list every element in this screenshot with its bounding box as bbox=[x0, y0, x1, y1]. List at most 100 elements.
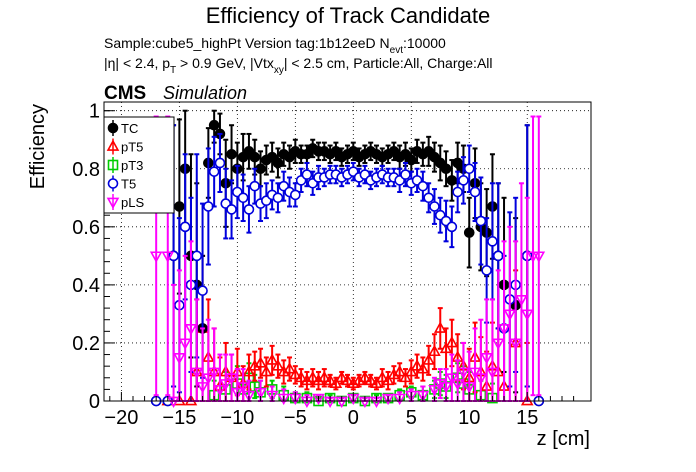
subtitle-line1-sub: evt bbox=[390, 45, 404, 56]
data-point bbox=[394, 167, 405, 193]
x-tick-label: −5 bbox=[284, 407, 307, 429]
point-marker bbox=[312, 393, 325, 406]
point-marker bbox=[364, 373, 377, 386]
point-marker bbox=[375, 370, 389, 383]
point-marker bbox=[249, 180, 261, 192]
data-point bbox=[399, 368, 412, 388]
data-point bbox=[417, 170, 429, 202]
point-marker bbox=[283, 362, 296, 374]
point-marker bbox=[335, 370, 349, 383]
point-marker bbox=[225, 373, 238, 385]
point-marker bbox=[226, 204, 237, 215]
legend-marker bbox=[107, 122, 119, 134]
point-marker bbox=[463, 163, 475, 175]
point-marker bbox=[503, 309, 517, 321]
legend: TC pT5 pT3 T5 pLS bbox=[103, 116, 175, 214]
point-marker bbox=[463, 227, 475, 238]
point-marker bbox=[446, 221, 458, 233]
point-marker bbox=[271, 359, 285, 371]
point-marker bbox=[404, 390, 418, 403]
data-point bbox=[237, 132, 249, 182]
y-tick-label: 0 bbox=[89, 391, 100, 413]
point-marker bbox=[497, 324, 511, 336]
y-tick-label: 0.6 bbox=[72, 217, 100, 239]
data-point bbox=[329, 376, 343, 391]
point-marker bbox=[179, 221, 191, 233]
subtitle-line2-mid: > 0.9 GeV, |Vtx bbox=[176, 55, 274, 71]
y-tick-label: 0.8 bbox=[72, 159, 100, 181]
point-marker bbox=[480, 353, 493, 365]
legend-label: pT3 bbox=[121, 158, 143, 173]
data-point bbox=[266, 141, 278, 173]
point-marker bbox=[481, 265, 492, 276]
point-marker bbox=[341, 373, 354, 386]
data-point bbox=[503, 225, 517, 402]
point-marker bbox=[203, 201, 214, 212]
point-marker bbox=[474, 373, 488, 385]
data-point bbox=[254, 347, 267, 379]
y-tick-label: 0.4 bbox=[72, 275, 100, 297]
point-marker bbox=[520, 309, 534, 321]
data-point bbox=[284, 144, 295, 170]
x-tick-label: 0 bbox=[348, 407, 359, 429]
point-marker bbox=[231, 387, 244, 400]
point-marker bbox=[208, 119, 220, 131]
point-marker bbox=[323, 373, 337, 386]
data-point bbox=[237, 173, 249, 223]
point-marker bbox=[208, 166, 220, 177]
data-point bbox=[491, 269, 505, 402]
point-marker bbox=[161, 251, 175, 263]
data-point bbox=[433, 307, 447, 350]
chart-subtitle-line1: Sample:cube5_highPt Version tag:1b12eeD … bbox=[104, 35, 446, 56]
point-marker bbox=[242, 390, 256, 403]
subtitle-line2-tail: | < 2.5 cm, Particle:All, Charge:All bbox=[284, 55, 493, 71]
point-marker bbox=[468, 367, 482, 380]
point-marker bbox=[393, 393, 406, 406]
data-point bbox=[434, 196, 446, 234]
data-point bbox=[324, 144, 336, 164]
point-marker bbox=[440, 163, 452, 175]
point-marker bbox=[439, 382, 453, 394]
point-marker bbox=[290, 189, 301, 201]
point-marker bbox=[167, 396, 180, 409]
subtitle-line2-text: |η| < 2.4, p bbox=[104, 55, 170, 71]
axis-ticks: −20 −15 −10 −5 0 5 10 15 0 0.2 0.4 0.6 0.8 1 bbox=[72, 101, 575, 429]
point-marker bbox=[236, 382, 250, 394]
point-marker bbox=[197, 285, 208, 296]
data-point bbox=[428, 333, 441, 371]
legend-label: pT5 bbox=[121, 140, 143, 155]
point-marker bbox=[410, 359, 424, 371]
data-point bbox=[416, 356, 430, 382]
data-point bbox=[422, 344, 435, 376]
point-marker bbox=[422, 353, 435, 365]
point-marker bbox=[207, 367, 221, 380]
point-marker bbox=[509, 338, 522, 351]
data-point bbox=[411, 138, 423, 164]
legend-entry-pt5: pT5 bbox=[106, 138, 143, 155]
data-point bbox=[458, 156, 469, 205]
point-marker bbox=[196, 382, 209, 394]
point-marker bbox=[370, 376, 383, 388]
data-point bbox=[429, 141, 440, 173]
point-marker bbox=[381, 393, 395, 406]
data-point bbox=[375, 368, 389, 388]
point-marker bbox=[174, 201, 185, 212]
data-point bbox=[220, 167, 232, 240]
legend-entry-t5: T5 bbox=[107, 175, 136, 192]
x-tick-label: 15 bbox=[516, 407, 538, 429]
data-point bbox=[184, 240, 198, 402]
data-point bbox=[405, 147, 417, 173]
point-marker bbox=[439, 341, 453, 354]
data-point bbox=[271, 353, 285, 379]
point-marker bbox=[445, 373, 459, 385]
data-point bbox=[370, 376, 383, 391]
data-point bbox=[283, 356, 296, 382]
point-marker bbox=[149, 251, 163, 263]
point-marker bbox=[417, 180, 429, 192]
y-tick-label: 0.2 bbox=[72, 333, 100, 355]
x-axis-title: z [cm] bbox=[537, 428, 590, 450]
point-marker bbox=[173, 353, 186, 365]
data-point bbox=[440, 199, 452, 243]
data-point bbox=[272, 182, 284, 214]
